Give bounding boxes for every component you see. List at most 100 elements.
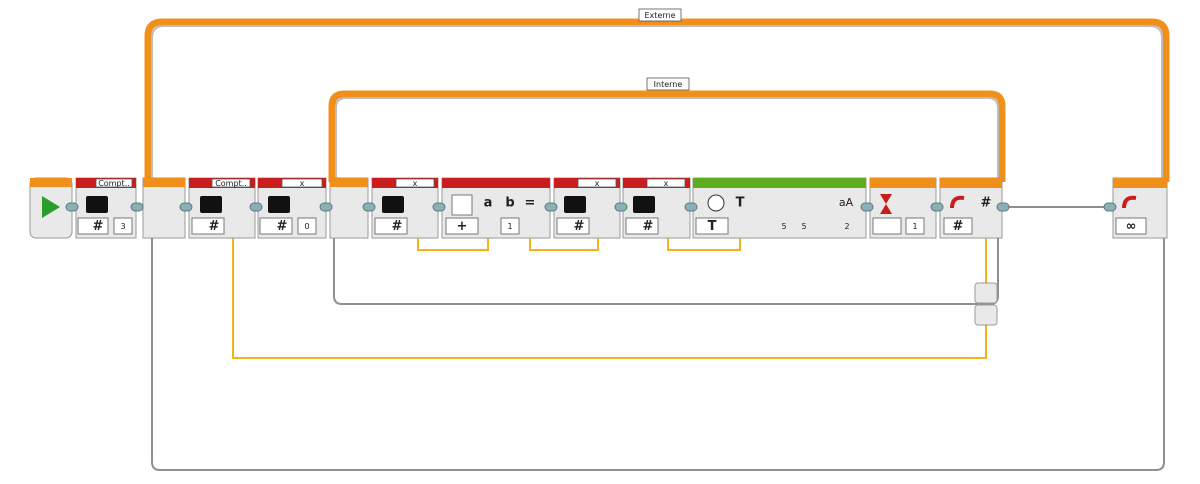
value-text[interactable]: 5 (801, 222, 806, 231)
mode-label[interactable]: + (457, 219, 468, 234)
mode-button[interactable] (374, 217, 408, 235)
param-icon: aA (839, 196, 854, 209)
variable-name-box[interactable] (577, 178, 617, 188)
mode-button[interactable] (625, 217, 659, 235)
variable-icon (633, 196, 655, 213)
mode-label[interactable]: ∞ (1126, 219, 1137, 234)
plug (362, 202, 376, 212)
loop-label-box[interactable] (638, 8, 682, 22)
mode-label[interactable]: # (392, 219, 403, 234)
mode-button[interactable] (695, 217, 729, 235)
start-icon (42, 196, 60, 218)
value-input[interactable] (297, 217, 317, 235)
plug (684, 202, 698, 212)
inner-loop-wire (328, 90, 1006, 182)
mode-label[interactable]: # (643, 219, 654, 234)
outer-loop-inner (151, 25, 1163, 182)
outer-loop-return (151, 232, 1165, 471)
mode-button[interactable] (943, 217, 973, 235)
variable-name[interactable]: x (300, 179, 305, 188)
block-header (1113, 178, 1167, 188)
input-name: b (505, 196, 514, 211)
mode-button[interactable] (872, 217, 902, 235)
plug (860, 202, 874, 212)
mode-label[interactable]: # (574, 219, 585, 234)
mode-label[interactable]: # (93, 219, 104, 234)
block-header (442, 178, 550, 188)
value-text[interactable]: 0 (304, 222, 309, 231)
loop-label-box[interactable] (646, 77, 690, 91)
loop-label[interactable]: Interne (654, 80, 683, 89)
block-header (940, 178, 1002, 188)
param-icon: T (736, 196, 745, 211)
loop-icon (1122, 195, 1137, 209)
wire-junction (974, 282, 998, 304)
plug (130, 202, 144, 212)
value-text[interactable]: 2 (844, 222, 849, 231)
value-input[interactable] (113, 217, 133, 235)
loop-start[interactable] (329, 177, 369, 239)
value-input[interactable] (905, 217, 925, 235)
mode-label[interactable]: # (277, 219, 288, 234)
mode-label[interactable]: T (708, 219, 717, 234)
plug (996, 202, 1010, 212)
variable-icon (268, 196, 290, 213)
loop-label[interactable]: Externe (645, 11, 676, 20)
mode-label[interactable]: # (209, 219, 220, 234)
plug (544, 202, 558, 212)
inner-loop-inner (335, 97, 999, 182)
mode-button[interactable] (556, 217, 590, 235)
mode-button[interactable] (77, 217, 109, 235)
mode-button[interactable] (1115, 217, 1147, 235)
plug (930, 202, 944, 212)
data-wire (232, 238, 987, 359)
data-wire (417, 238, 489, 251)
result-sign: = (525, 196, 536, 211)
plugs (65, 202, 1117, 212)
variable-icon (86, 196, 108, 213)
variable-name-box[interactable] (646, 178, 686, 188)
data-wire (529, 238, 599, 251)
block-header (693, 178, 866, 188)
mode-button[interactable] (191, 217, 225, 235)
block-header (30, 178, 72, 187)
variable-name[interactable]: Compt.. (98, 179, 130, 188)
plug (319, 202, 333, 212)
variable-name-box[interactable] (211, 178, 251, 188)
variable-icon (382, 196, 404, 213)
value-text[interactable]: 5 (781, 222, 786, 231)
plug (179, 202, 193, 212)
block-header (143, 178, 185, 187)
wire-junction (974, 304, 998, 326)
variable-name-box[interactable] (395, 178, 435, 188)
data-wire (667, 238, 741, 251)
interrupt-icon (950, 195, 965, 209)
value-text[interactable]: 3 (120, 222, 125, 231)
variable-name[interactable]: x (664, 179, 669, 188)
value-text[interactable]: 1 (912, 222, 917, 231)
variable-name-box[interactable] (95, 178, 133, 188)
mode-button[interactable] (259, 217, 293, 235)
value-text[interactable]: 1 (507, 222, 512, 231)
variable-icon (200, 196, 222, 213)
variable-name[interactable]: x (413, 179, 418, 188)
block-header (330, 178, 368, 187)
math-icon (451, 194, 473, 216)
mode-button[interactable] (445, 217, 479, 235)
mode-label[interactable]: # (953, 219, 964, 234)
loop-start[interactable] (142, 177, 186, 239)
variable-icon (564, 196, 586, 213)
plug (65, 202, 79, 212)
wait-icon (880, 194, 892, 214)
variable-name-box[interactable] (281, 178, 323, 188)
inner-loop-return (333, 238, 999, 305)
plug (432, 202, 446, 212)
input-name: a (484, 196, 493, 211)
mode-label: # (981, 196, 992, 211)
plug (249, 202, 263, 212)
variable-name[interactable]: x (595, 179, 600, 188)
variable-name[interactable]: Compt.. (215, 179, 247, 188)
block-header (870, 178, 936, 188)
value-input[interactable] (500, 217, 520, 235)
